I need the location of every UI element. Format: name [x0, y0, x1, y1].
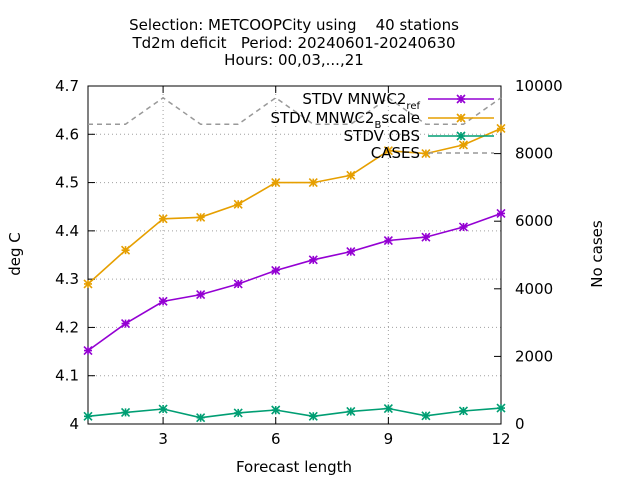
data-point — [271, 265, 281, 276]
x-axis-label: Forecast length — [236, 458, 352, 476]
data-point — [196, 413, 206, 423]
data-point — [158, 296, 168, 306]
y2-tick-label: 2000 — [515, 347, 553, 365]
legend-label: STDV OBS — [344, 127, 420, 145]
data-point — [458, 406, 469, 416]
legend-entry: STDV MNWC2Bscale — [270, 109, 494, 131]
y2-tick-label: 0 — [515, 415, 525, 433]
data-point — [496, 403, 506, 413]
data-point — [158, 404, 168, 414]
data-point — [346, 170, 356, 180]
y-tick-label: 4 — [69, 415, 79, 433]
data-point — [83, 411, 93, 421]
data-point — [271, 178, 281, 188]
y-tick-label: 4.7 — [55, 77, 79, 95]
data-point — [83, 346, 93, 356]
y2-tick-label: 8000 — [515, 145, 553, 163]
legend-entry: STDV OBS — [344, 127, 494, 145]
legend-entry: STDV MNWC2ref — [302, 90, 494, 112]
legend-entry: CASES — [371, 144, 494, 162]
grid — [88, 86, 501, 424]
data-point — [271, 405, 281, 415]
y2-axis-label: No cases — [588, 220, 606, 288]
data-point — [496, 123, 506, 134]
data-point — [383, 146, 393, 156]
legend-label: CASES — [371, 144, 420, 162]
x-tick-label: 6 — [271, 430, 281, 448]
data-point — [346, 247, 356, 257]
series-line — [87, 407, 502, 419]
data-point — [120, 245, 131, 255]
title-line-2: Td2m deficit Period: 20240601-20240630 — [131, 34, 455, 52]
series-3 — [88, 96, 502, 125]
y-tick-label: 4.3 — [55, 270, 79, 288]
y-axis-label: deg C — [6, 232, 24, 276]
series-0 — [83, 208, 506, 356]
y-tick-label: 4.6 — [55, 125, 79, 143]
data-point — [383, 403, 393, 414]
data-point — [421, 411, 431, 421]
data-point — [308, 411, 318, 421]
data-point — [383, 235, 393, 246]
y-tick-label: 4.4 — [55, 222, 79, 240]
data-point — [458, 222, 469, 232]
x-tick-label: 3 — [158, 430, 168, 448]
x-tick-label: 9 — [384, 430, 394, 448]
data-point — [158, 214, 168, 224]
data-point — [421, 149, 431, 159]
y-tick-label: 4.2 — [55, 318, 79, 336]
data-point — [83, 279, 93, 289]
y2-tick-label: 6000 — [515, 212, 553, 230]
series-1 — [83, 123, 506, 289]
series-line — [87, 127, 502, 285]
legend-marker — [456, 113, 466, 123]
data-point — [346, 406, 356, 417]
series-line — [87, 212, 502, 352]
data-point — [233, 199, 243, 209]
title-line-3: Hours: 00,03,...,21 — [224, 51, 364, 69]
data-point — [496, 208, 506, 219]
legend-marker — [456, 131, 466, 141]
series-2 — [83, 403, 506, 423]
legend-label: STDV MNWC2ref — [302, 90, 420, 112]
x-tick-label: 12 — [491, 430, 510, 448]
series-line — [88, 96, 502, 125]
data-point — [421, 232, 431, 242]
y-tick-label: 4.1 — [55, 367, 79, 385]
axes: 4 4.1 4.2 4.3 4.4 4.5 4.6 4.7 0 2000 4000 6000 8000 1… — [55, 77, 563, 448]
data-point — [120, 407, 131, 417]
data-point — [308, 255, 318, 265]
plot-frame — [87, 85, 502, 425]
y-tick-label: 4.5 — [55, 174, 79, 192]
legend-marker — [456, 94, 466, 104]
data-point — [233, 408, 243, 418]
data-point — [458, 140, 469, 150]
data-point — [196, 212, 206, 222]
y2-tick-label: 4000 — [515, 280, 553, 298]
data-point — [196, 290, 206, 300]
data-point — [308, 178, 318, 188]
data-point — [233, 279, 243, 289]
title-line-1: Selection: METCOOPCity using 40 stations — [129, 16, 459, 34]
legend-label: STDV MNWC2Bscale — [270, 109, 420, 131]
data-point — [120, 319, 131, 329]
series — [83, 96, 506, 423]
chart-title: Selection: METCOOPCity using 40 stations… — [129, 16, 459, 69]
y2-tick-label: 10000 — [515, 77, 563, 95]
